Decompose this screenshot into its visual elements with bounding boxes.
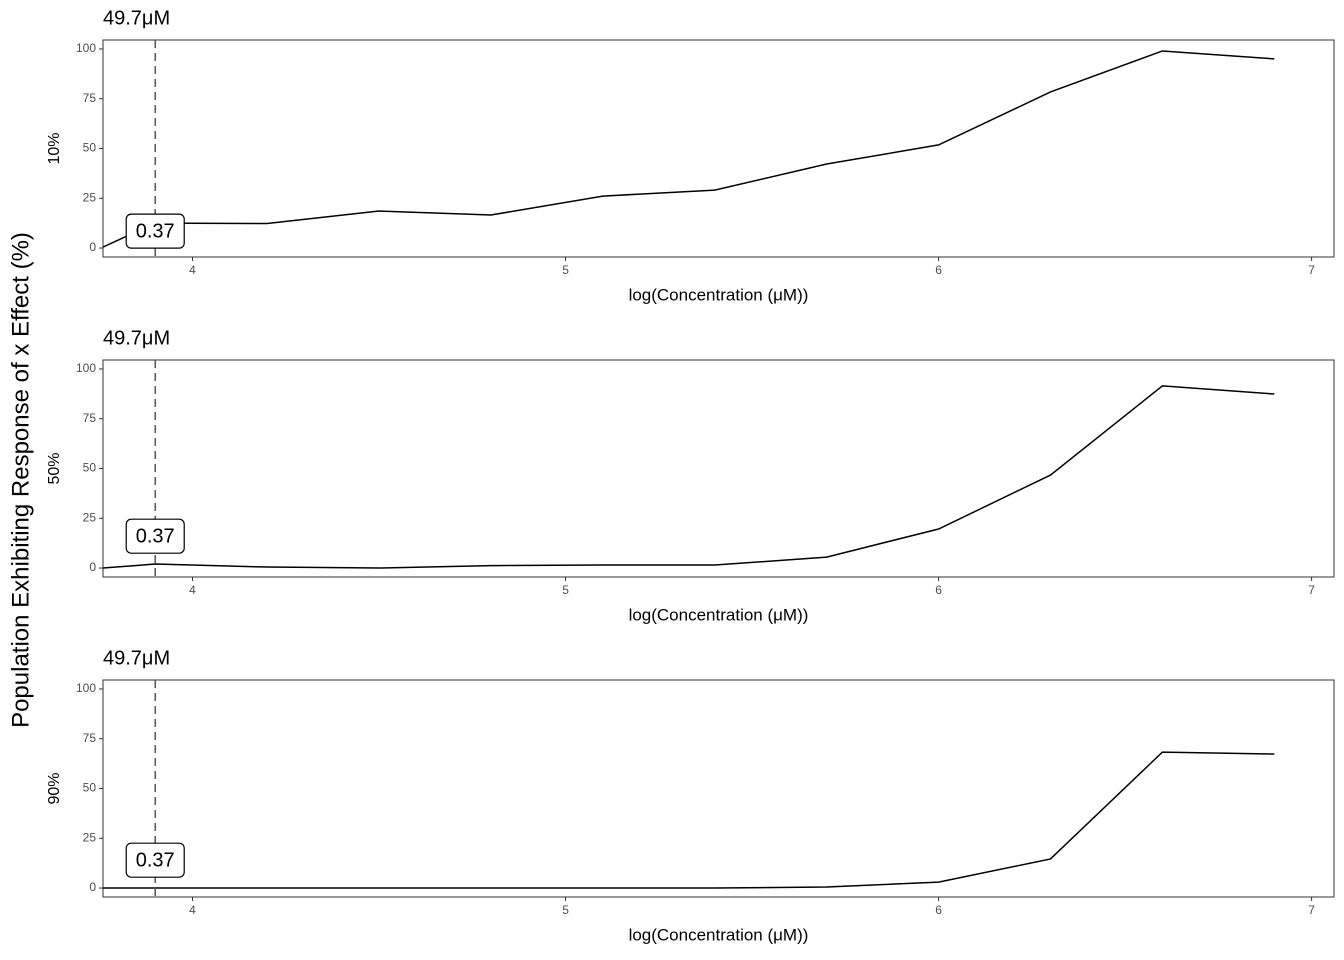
annotation-label: 0.37 [136, 525, 175, 547]
data-line [103, 751, 1275, 889]
y-tick-label: 75 [83, 411, 97, 425]
y-axis-label: 90% [46, 772, 63, 804]
x-tick-label: 5 [562, 583, 569, 597]
y-tick-label: 100 [76, 681, 96, 695]
plot-frame [102, 679, 1335, 898]
y-tick-label: 75 [83, 91, 97, 105]
panel-title: 49.7μM [103, 647, 170, 669]
x-tick-label: 5 [562, 903, 569, 917]
y-tick-label: 75 [83, 731, 97, 745]
shared-y-label: Population Exhibiting Response of x Effe… [7, 232, 34, 728]
x-tick-label: 7 [1308, 263, 1315, 277]
y-tick-label: 50 [83, 141, 97, 155]
y-tick-label: 25 [83, 830, 97, 844]
x-tick-label: 6 [935, 583, 942, 597]
x-tick-label: 5 [562, 263, 569, 277]
plot-frame [102, 39, 1335, 258]
annotation-box [125, 842, 185, 878]
y-axis-label: 10% [46, 132, 63, 164]
panel-title: 49.7μM [103, 7, 170, 29]
x-axis-label: log(Concentration (μM)) [629, 285, 809, 304]
y-tick-label: 50 [83, 781, 97, 795]
x-tick-label: 4 [189, 263, 196, 277]
x-axis-label: log(Concentration (μM)) [629, 605, 809, 624]
data-line [103, 385, 1275, 569]
data-line [103, 50, 1275, 248]
y-tick-label: 0 [89, 240, 96, 254]
annotation-box [125, 518, 185, 554]
x-tick-label: 6 [935, 903, 942, 917]
annotation-label: 0.37 [136, 220, 175, 242]
x-tick-label: 4 [189, 903, 196, 917]
y-tick-label: 25 [83, 510, 97, 524]
x-tick-label: 6 [935, 263, 942, 277]
y-tick-label: 50 [83, 461, 97, 475]
panel-title: 49.7μM [103, 327, 170, 349]
y-axis-label: 50% [46, 452, 63, 484]
x-tick-label: 4 [189, 583, 196, 597]
annotation-label: 0.37 [136, 849, 175, 871]
y-tick-label: 100 [76, 41, 96, 55]
y-tick-label: 0 [89, 880, 96, 894]
plot-frame [102, 359, 1335, 578]
annotation-box [125, 213, 185, 249]
y-tick-label: 0 [89, 560, 96, 574]
x-tick-label: 7 [1308, 903, 1315, 917]
x-tick-label: 7 [1308, 583, 1315, 597]
x-axis-label: log(Concentration (μM)) [629, 925, 809, 944]
y-tick-label: 25 [83, 190, 97, 204]
y-tick-label: 100 [76, 361, 96, 375]
